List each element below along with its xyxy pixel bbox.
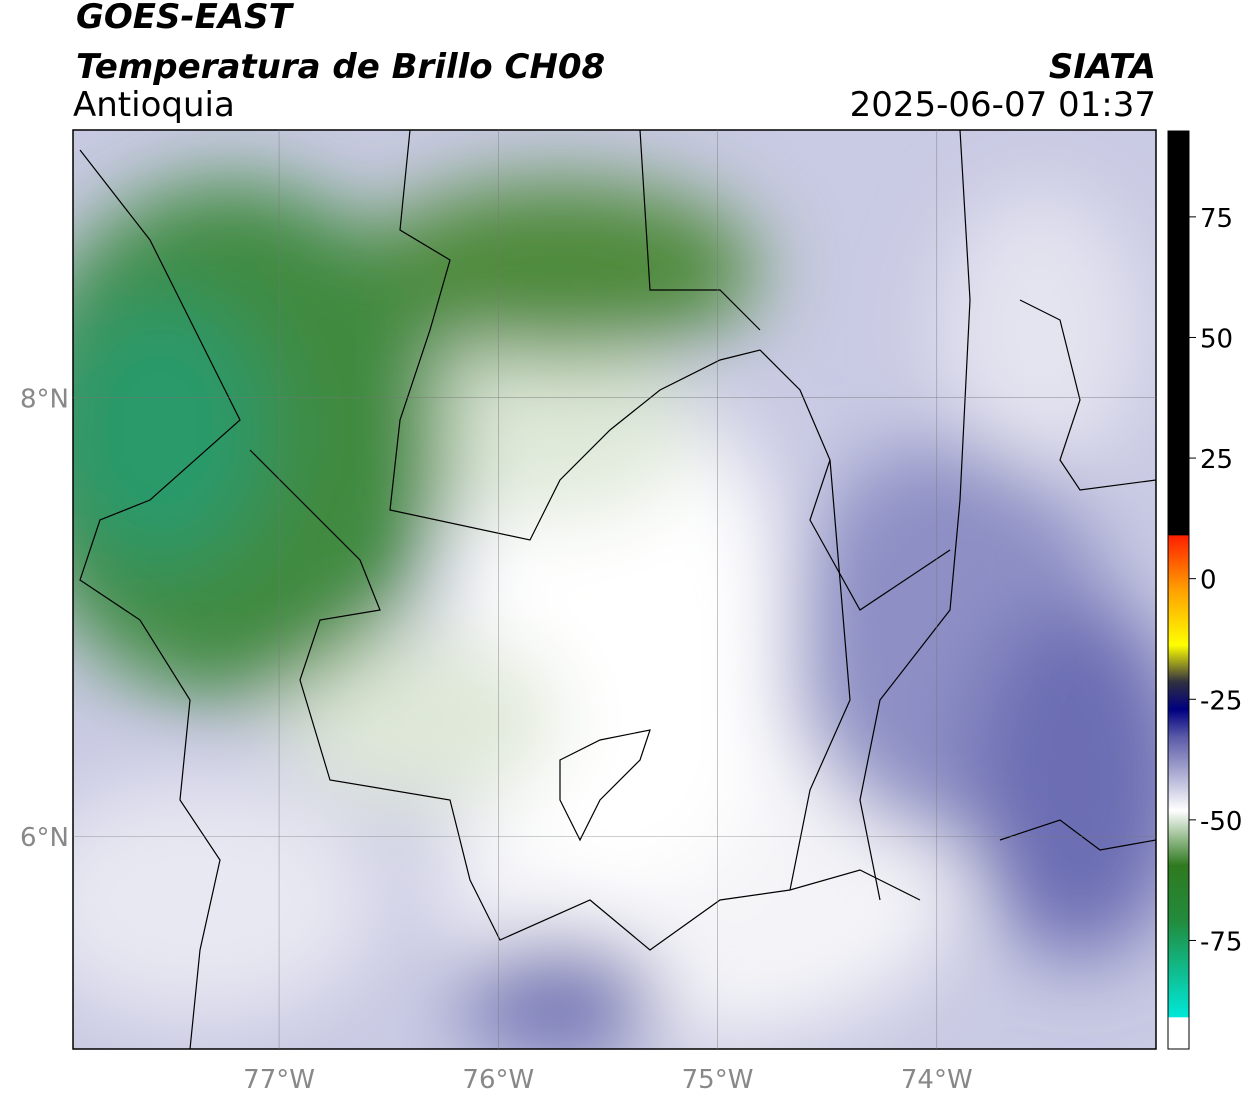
x-tick-label: 77°W (243, 1065, 315, 1095)
subtitle: Temperatura de Brillo CH08 (76, 47, 605, 87)
y-tick-label: 6°N (20, 823, 69, 853)
x-tick-label: 74°W (901, 1065, 973, 1095)
datetime: 2025-06-07 01:37 (850, 85, 1156, 125)
colorbar-tick-label: 0 (1200, 566, 1217, 596)
region: Antioquia (73, 85, 235, 125)
source: SIATA (1049, 47, 1156, 87)
colorbar-tick-label: -75 (1200, 927, 1242, 957)
colorbar-tick-label: 25 (1200, 445, 1233, 475)
colorbar-tick-label: 50 (1200, 324, 1233, 354)
title: GOES-EAST (76, 0, 295, 37)
map-image (73, 130, 1156, 1049)
colorbar-tick-label: 75 (1200, 204, 1233, 234)
x-tick-label: 76°W (462, 1065, 534, 1095)
colorbar (1167, 130, 1190, 1050)
x-tick-label: 75°W (682, 1065, 754, 1095)
colorbar-tick-label: -50 (1200, 807, 1242, 837)
plot-frame (72, 129, 1157, 1050)
colorbar-tick-label: -25 (1200, 686, 1242, 716)
y-tick-label: 8°N (20, 385, 69, 415)
